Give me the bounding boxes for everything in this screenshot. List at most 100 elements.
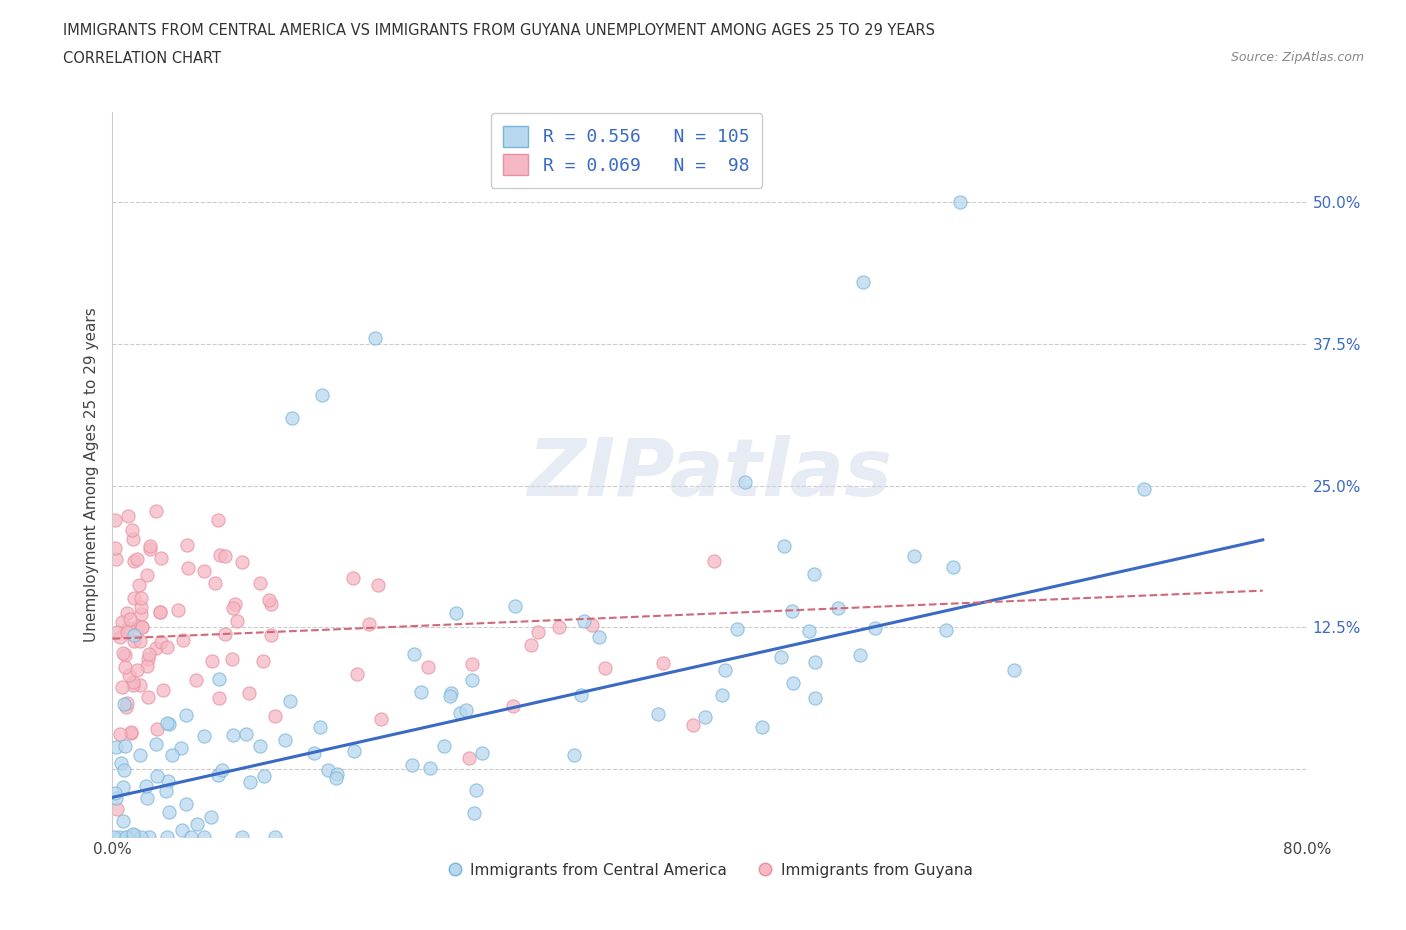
- Point: [773, 538, 796, 553]
- Point: [105, 790, 128, 805]
- Point: [652, 656, 675, 671]
- Point: [804, 655, 827, 670]
- Point: [370, 712, 392, 727]
- Point: [103, 830, 125, 844]
- Point: [797, 623, 820, 638]
- Point: [264, 709, 287, 724]
- Point: [342, 571, 364, 586]
- Point: [131, 620, 153, 635]
- Point: [207, 512, 229, 527]
- Point: [145, 504, 167, 519]
- Point: [186, 817, 208, 831]
- Point: [114, 659, 136, 674]
- Point: [111, 779, 134, 794]
- Point: [128, 578, 150, 592]
- Point: [278, 694, 301, 709]
- Point: [214, 627, 236, 642]
- Point: [118, 668, 141, 683]
- Point: [157, 804, 180, 819]
- Point: [145, 737, 167, 751]
- Point: [463, 806, 485, 821]
- Point: [433, 738, 456, 753]
- Point: [827, 601, 849, 616]
- Point: [581, 618, 603, 632]
- Legend: Immigrants from Central America, Immigrants from Guyana: Immigrants from Central America, Immigra…: [441, 857, 979, 884]
- Point: [122, 674, 145, 689]
- Point: [208, 690, 231, 705]
- Point: [409, 684, 432, 699]
- Point: [150, 635, 173, 650]
- Point: [156, 715, 179, 730]
- Point: [129, 606, 152, 621]
- Point: [851, 274, 873, 289]
- Point: [193, 728, 215, 743]
- Point: [105, 802, 128, 817]
- Point: [935, 622, 957, 637]
- Point: [114, 647, 136, 662]
- Point: [224, 596, 246, 611]
- Point: [214, 548, 236, 563]
- Point: [170, 822, 193, 837]
- Point: [122, 830, 145, 844]
- Point: [145, 641, 167, 656]
- Point: [108, 630, 131, 644]
- Point: [118, 612, 141, 627]
- Point: [457, 751, 479, 765]
- Point: [128, 748, 150, 763]
- Point: [440, 685, 463, 700]
- Point: [401, 757, 423, 772]
- Point: [502, 698, 524, 713]
- Text: Source: ZipAtlas.com: Source: ZipAtlas.com: [1230, 51, 1364, 64]
- Point: [115, 699, 138, 714]
- Point: [942, 560, 965, 575]
- Point: [260, 628, 283, 643]
- Point: [160, 747, 183, 762]
- Point: [129, 600, 152, 615]
- Point: [135, 779, 157, 794]
- Point: [238, 685, 260, 700]
- Point: [128, 678, 150, 693]
- Point: [209, 548, 232, 563]
- Point: [122, 827, 145, 842]
- Point: [235, 726, 257, 741]
- Point: [110, 756, 132, 771]
- Point: [117, 624, 139, 639]
- Point: [1002, 663, 1025, 678]
- Point: [136, 658, 159, 673]
- Point: [281, 410, 304, 425]
- Text: CORRELATION CHART: CORRELATION CHART: [63, 51, 221, 66]
- Point: [311, 388, 333, 403]
- Point: [711, 687, 734, 702]
- Point: [157, 774, 180, 789]
- Point: [172, 632, 194, 647]
- Point: [201, 654, 224, 669]
- Point: [149, 604, 172, 619]
- Point: [725, 622, 748, 637]
- Point: [105, 551, 128, 566]
- Point: [114, 738, 136, 753]
- Point: [115, 696, 138, 711]
- Point: [404, 646, 426, 661]
- Point: [176, 538, 198, 552]
- Point: [751, 720, 773, 735]
- Point: [326, 766, 349, 781]
- Point: [122, 532, 145, 547]
- Point: [115, 605, 138, 620]
- Point: [863, 621, 886, 636]
- Point: [231, 830, 253, 844]
- Point: [274, 732, 297, 747]
- Point: [155, 784, 177, 799]
- Point: [574, 614, 596, 629]
- Point: [105, 624, 128, 639]
- Point: [769, 650, 792, 665]
- Point: [122, 591, 145, 605]
- Point: [803, 691, 825, 706]
- Point: [136, 790, 159, 805]
- Point: [249, 575, 271, 590]
- Point: [849, 647, 872, 662]
- Point: [120, 724, 142, 739]
- Point: [461, 657, 484, 671]
- Point: [1133, 482, 1156, 497]
- Point: [174, 707, 197, 722]
- Point: [714, 662, 737, 677]
